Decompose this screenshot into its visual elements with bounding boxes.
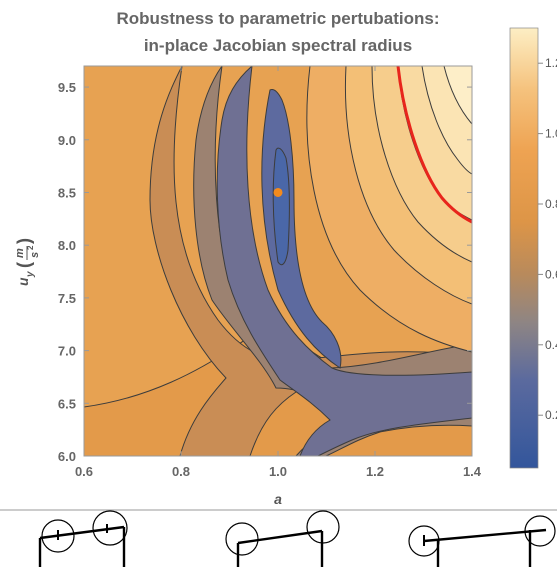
marker-layer	[273, 187, 283, 197]
optimum-point-marker	[273, 187, 283, 197]
y-axis-label: u y ( m s 2 )	[14, 238, 41, 286]
axis-ticks: 0.6 0.8 1.0 1.2 1.4 6.0 6.5 7.0 7.5 8.0 8.5 9.0 9.5	[58, 66, 482, 479]
x-tick-label: 1.4	[463, 464, 482, 479]
y-tick-label: 9.5	[58, 80, 76, 95]
y-tick-label: 8.0	[58, 238, 76, 253]
y-label-main: u	[15, 277, 31, 286]
y-tick-label: 8.5	[58, 185, 76, 200]
x-axis-label: a	[274, 491, 282, 507]
critical-contour-line	[396, 66, 472, 224]
colorbar	[509, 27, 539, 469]
y-tick-label: 7.5	[58, 291, 76, 306]
colorbar-tick-label: 1.2	[545, 56, 557, 70]
y-tick-label: 6.5	[58, 396, 76, 411]
y-tick-label: 9.0	[58, 133, 76, 148]
y-label-unit-den: s	[29, 252, 41, 258]
contour-bands	[84, 66, 472, 456]
chart-title: Robustness to parametric pertubations:	[116, 9, 439, 28]
contour-band-0-3	[216, 66, 472, 456]
colorbar-tick-label: 0.4	[545, 338, 557, 352]
y-label-open-paren: (	[14, 262, 34, 268]
contour-band-0-1	[272, 147, 290, 266]
robot-sketch-left	[38, 510, 128, 567]
colorbar-tick-label: 1.0	[545, 127, 557, 141]
robot-sketch-right	[408, 515, 556, 567]
x-tick-label: 0.8	[172, 464, 190, 479]
colorbar-ticks: 0.2 0.4 0.6 0.8 1.0 1.2	[538, 56, 557, 422]
x-tick-label: 0.6	[75, 464, 93, 479]
colorbar-tick-label: 0.6	[545, 267, 557, 281]
y-label-close-paren: )	[14, 238, 34, 244]
y-tick-label: 7.0	[58, 344, 76, 359]
y-label-unit-exp: 2	[26, 245, 35, 250]
robot-sketch-center	[225, 510, 340, 567]
x-tick-label: 1.0	[269, 464, 287, 479]
y-label-unit-num: m	[14, 248, 26, 258]
x-tick-label: 1.2	[366, 464, 384, 479]
colorbar-tick-label: 0.8	[545, 197, 557, 211]
y-label-sub: y	[25, 271, 36, 278]
colorbar-tick-label: 0.2	[545, 408, 557, 422]
chart-subtitle: in-place Jacobian spectral radius	[144, 36, 412, 55]
y-tick-label: 6.0	[58, 449, 76, 464]
